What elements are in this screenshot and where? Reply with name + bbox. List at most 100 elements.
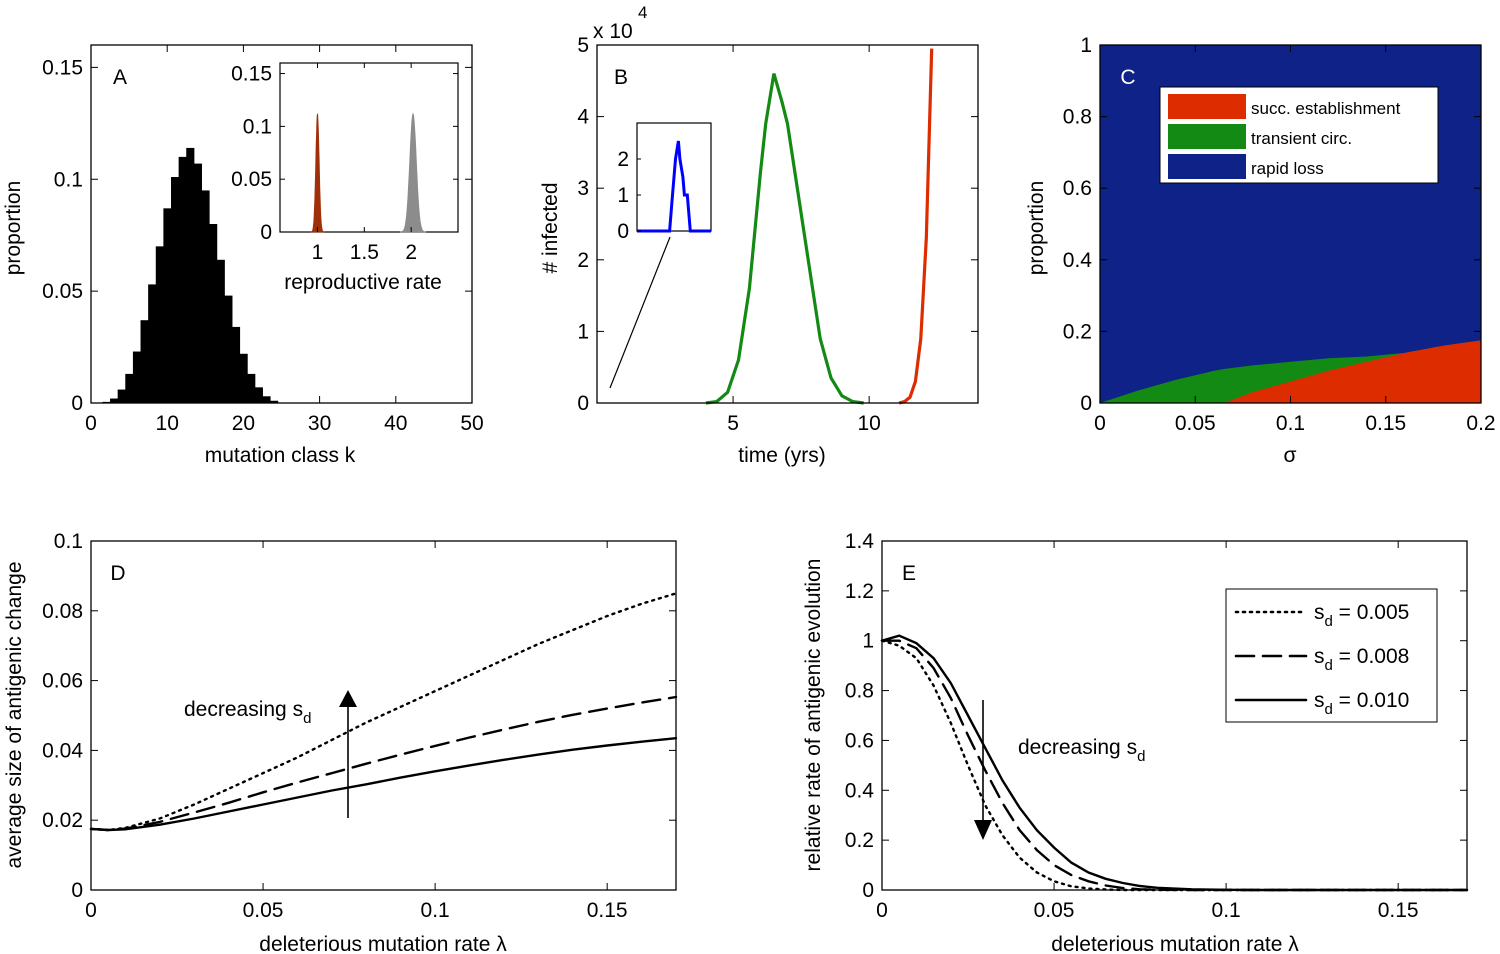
panel-a-letter: A xyxy=(113,66,127,89)
panel-e-ytick-label: 1.4 xyxy=(845,530,875,553)
panel-e-axes xyxy=(881,540,1468,891)
panel-b-inset-pointer xyxy=(609,236,671,389)
panel-d-xtick-label: 0.05 xyxy=(243,899,284,922)
panel-a-inset-xtick-label: 2 xyxy=(405,241,417,264)
panel-d-ytick-label: 0.06 xyxy=(42,670,83,693)
panel-d-ylabel: average size of antigenic change xyxy=(3,561,26,868)
panel-e-arrow-head xyxy=(974,820,992,840)
panel-a-bar xyxy=(216,259,225,403)
panel-e-ylabel: relative rate of antigenic evolution xyxy=(802,559,825,872)
panel-e-letter: E xyxy=(902,562,916,585)
panel-e-ytick-label: 1 xyxy=(862,630,874,653)
panel-c-ytick-label: 0.4 xyxy=(1063,249,1093,272)
panel-d-axes xyxy=(90,540,677,891)
panel-d-line-solid xyxy=(89,737,678,832)
panel-a-bar xyxy=(209,224,218,403)
panel-a-ytick-label: 0 xyxy=(71,392,83,415)
panel-b-line-green xyxy=(705,73,864,405)
panel-c-xtick-label: 0.05 xyxy=(1175,412,1216,435)
panel-e-xtick-label: 0.05 xyxy=(1034,899,1075,922)
panel-b-ytick-label: 5 xyxy=(577,34,589,57)
panel-e-ytick-label: 1.2 xyxy=(845,580,874,603)
panel-d-xtick-label: 0.1 xyxy=(421,899,450,922)
panel-e-legend-label: sd = 0.005 xyxy=(1314,601,1409,630)
panel-a-bar xyxy=(186,147,195,403)
panel-d-letter: D xyxy=(110,562,125,585)
panel-a-xtick-label: 40 xyxy=(384,412,407,435)
panel-a-xtick-label: 0 xyxy=(85,412,97,435)
panel-a-bar xyxy=(148,284,157,403)
panel-a-inset-ytick-label: 0 xyxy=(260,221,272,244)
panel-a-inset-ytick-label: 0.05 xyxy=(231,168,272,191)
panel-a-axes xyxy=(90,44,473,404)
panel-a-inset-peak-gray xyxy=(399,112,427,233)
panel-e-xtick-label: 0.15 xyxy=(1378,899,1419,922)
panel-a-bar xyxy=(163,208,172,403)
panel-b-inset-ytick-label: 1 xyxy=(617,184,629,207)
panel-a-bar xyxy=(239,353,248,403)
panel-c-xtick-label: 0.15 xyxy=(1365,412,1406,435)
panel-c-legend-swatch xyxy=(1168,94,1246,119)
panel-a-bar xyxy=(178,156,187,403)
panel-e-line-solid xyxy=(880,634,1469,892)
panel-d-ytick-label: 0.1 xyxy=(54,530,83,553)
panel-c-xtick-label: 0 xyxy=(1094,412,1106,435)
panel-a-xtick-label: 10 xyxy=(156,412,179,435)
panel-e-ytick-label: 0 xyxy=(862,879,874,902)
panel-a-bar xyxy=(117,389,126,403)
panel-d-ytick-label: 0.02 xyxy=(42,809,83,832)
panel-c-ytick-label: 1 xyxy=(1080,34,1092,57)
panel-a-bar xyxy=(262,396,271,403)
panel-c-letter: C xyxy=(1120,66,1135,89)
panel-a-ytick-label: 0.1 xyxy=(54,168,83,191)
panel-a-inset-ytick-label: 0.1 xyxy=(243,115,272,138)
panel-e-legend-label: sd = 0.008 xyxy=(1314,645,1409,674)
panel-b-ytick-label: 0 xyxy=(577,392,589,415)
panel-a-inset-xtick-label: 1.5 xyxy=(350,241,379,264)
panel-a-bar xyxy=(201,190,210,403)
panel-a-inset-xtick-label: 1 xyxy=(312,241,324,264)
panel-b-xlabel: time (yrs) xyxy=(738,444,826,467)
panel-a-xlabel: mutation class k xyxy=(205,444,356,467)
panel-e-ytick-label: 0.4 xyxy=(845,779,875,802)
panel-a-inset-xlabel: reproductive rate xyxy=(284,271,442,294)
panel-b-multiplier: x 10 xyxy=(593,20,633,43)
panel-e-xtick-label: 0 xyxy=(876,899,888,922)
panel-b-inset-line-blue xyxy=(637,140,711,233)
panel-d-ytick-label: 0.04 xyxy=(42,739,83,762)
panel-b-letter: B xyxy=(614,66,628,89)
panel-a-bar xyxy=(254,387,263,403)
panel-a-bar xyxy=(125,373,134,403)
panel-a-ytick-label: 0.05 xyxy=(42,280,83,303)
panel-c-legend-label: succ. establishment xyxy=(1251,99,1401,118)
panel-c-legend-swatch xyxy=(1168,124,1246,149)
panel-a-xtick-label: 50 xyxy=(460,412,483,435)
panel-a-bar xyxy=(193,163,202,403)
panel-b-xtick-label: 10 xyxy=(857,412,880,435)
panel-c-ytick-label: 0.6 xyxy=(1063,177,1092,200)
panel-d-xtick-label: 0 xyxy=(85,899,97,922)
panel-a-bar xyxy=(140,320,149,403)
panel-b-axes xyxy=(596,44,979,404)
panel-b-ytick-label: 4 xyxy=(577,106,589,129)
panel-a-bar xyxy=(132,351,142,403)
panel-e-xlabel: deleterious mutation rate λ xyxy=(1051,933,1299,954)
panel-e-ytick-label: 0.2 xyxy=(845,829,874,852)
panel-a-bar xyxy=(155,246,164,403)
panel-a-ylabel: proportion xyxy=(2,181,25,276)
panel-a-inset-ytick-label: 0.15 xyxy=(231,63,272,86)
panel-d-arrow-head xyxy=(339,690,357,707)
panel-e-legend-label: sd = 0.010 xyxy=(1314,689,1409,718)
panel-a-xtick-label: 20 xyxy=(232,412,255,435)
panel-a-bar xyxy=(270,400,279,403)
panel-c-xlabel: σ xyxy=(1284,444,1297,467)
panel-e-ytick-label: 0.6 xyxy=(845,729,874,752)
panel-c-ytick-label: 0.8 xyxy=(1063,106,1092,129)
panel-b-multiplier-exp: 4 xyxy=(638,3,647,22)
panel-b-xtick-label: 5 xyxy=(727,412,739,435)
panel-a-bar xyxy=(231,326,241,403)
panel-b-ytick-label: 2 xyxy=(577,249,589,272)
panel-a-inset-axes xyxy=(279,62,459,233)
panel-b-inset-ytick-label: 0 xyxy=(617,220,629,243)
panel-c-area-establishment xyxy=(1100,340,1481,403)
